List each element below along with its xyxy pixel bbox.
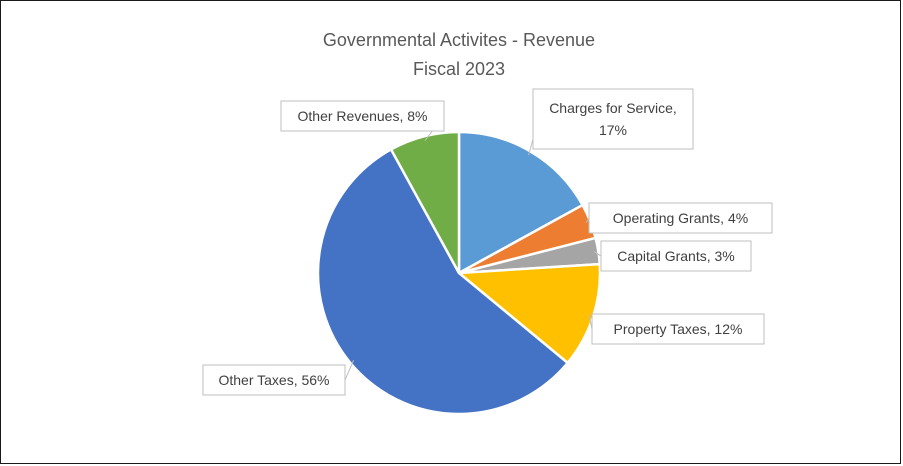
data-label: Other Revenues, 8% (280, 100, 445, 132)
data-label-box (280, 100, 445, 132)
leader-line (344, 359, 355, 381)
leader-line (593, 251, 602, 257)
pie-slices (316, 130, 602, 416)
data-label-box (600, 240, 752, 272)
data-labels: Charges for Service, 17% Operating Grants,… (202, 88, 773, 396)
data-label-text: Other Revenues, 8% (298, 108, 428, 124)
data-label-text: Property Taxes, 12% (614, 321, 743, 337)
data-label-box (591, 313, 765, 345)
data-label-box (202, 364, 346, 396)
data-label: Property Taxes, 12% (591, 313, 765, 345)
leader-line (528, 138, 534, 156)
data-label-text: Operating Grants, 4% (613, 210, 748, 226)
chart-title: Governmental Activites - Revenue (323, 30, 595, 50)
data-label-box (588, 202, 773, 234)
pie-slice-charges-for-service (457, 130, 584, 275)
data-label: Other Taxes, 56% (202, 364, 346, 396)
data-label: Operating Grants, 4% (588, 202, 773, 234)
data-label-box (532, 88, 694, 150)
data-label: Charges for Service, 17% (532, 88, 694, 150)
data-label-text: Capital Grants, 3% (617, 248, 735, 264)
data-label: Capital Grants, 3% (600, 240, 752, 272)
pie-slice-other-revenues (389, 130, 461, 275)
chart-subtitle: Fiscal 2023 (413, 59, 505, 79)
pie-slice-other-taxes (316, 148, 569, 416)
data-label-text: 17% (599, 122, 627, 138)
data-label-text: Other Taxes, 56% (218, 372, 329, 388)
data-label-text: Charges for Service, (549, 100, 677, 116)
